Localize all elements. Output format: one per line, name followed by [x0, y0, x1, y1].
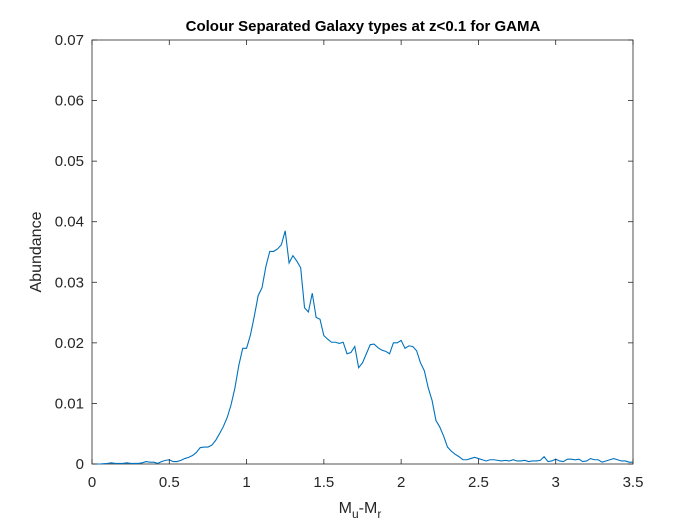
y-tick-label: 0.01 [55, 395, 84, 412]
x-axis-label-mid: -M [359, 500, 378, 517]
x-tick-label: 1.5 [313, 474, 334, 491]
x-axis-label-sub-r: r [377, 507, 381, 521]
y-axis-label: Abundance [28, 211, 45, 292]
y-tick-label: 0.06 [55, 93, 84, 110]
x-tick-label: 2.5 [468, 474, 489, 491]
y-tick-label: 0.05 [55, 153, 84, 170]
x-axis-ticks: 0 0.5 1 1.5 2 2.5 3 3.5 [88, 40, 644, 491]
x-axis-label-sub-u: u [352, 507, 359, 521]
x-tick-label: 1 [242, 474, 250, 491]
y-tick-label: 0 [76, 456, 84, 473]
x-axis-label-main: M [339, 500, 352, 517]
y-tick-label: 0.02 [55, 335, 84, 352]
x-tick-label: 0.5 [159, 474, 180, 491]
y-tick-label: 0.03 [55, 274, 84, 291]
series-line-0 [92, 230, 633, 465]
y-tick-label: 0.07 [55, 32, 84, 49]
plot-area [91, 39, 634, 465]
x-axis-label: Mu-Mr [339, 500, 382, 521]
x-tick-label: 2 [397, 474, 405, 491]
y-axis-ticks: 0 0.01 0.02 0.03 0.04 0.05 0.06 0.07 [55, 32, 633, 473]
x-tick-label: 0 [88, 474, 96, 491]
x-tick-label: 3.5 [623, 474, 644, 491]
chart-title: Colour Separated Galaxy types at z<0.1 f… [186, 18, 541, 35]
y-tick-label: 0.04 [55, 214, 84, 231]
x-tick-label: 3 [552, 474, 560, 491]
plot-box [91, 39, 634, 465]
